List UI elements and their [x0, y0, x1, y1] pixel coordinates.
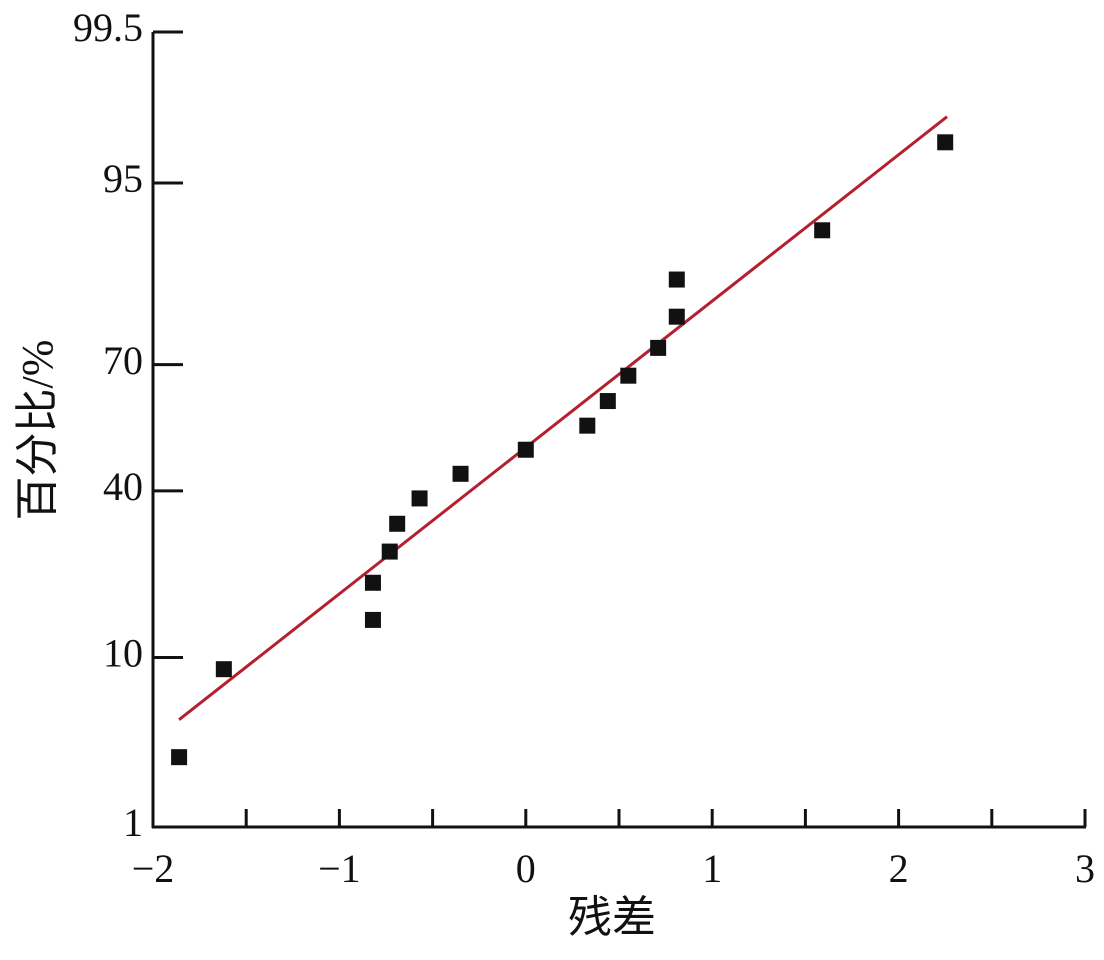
y-tick-label: 10 [103, 631, 143, 676]
x-tick-label: −1 [318, 846, 361, 891]
data-point [814, 222, 831, 239]
data-point [668, 308, 685, 325]
y-tick-label: 95 [103, 156, 143, 201]
data-point [389, 515, 406, 532]
data-point [650, 339, 667, 356]
x-axis-label: 残差 [568, 893, 656, 942]
x-tick-label: 1 [702, 846, 722, 891]
x-tick-label: 3 [1075, 846, 1095, 891]
x-tick-label: 2 [889, 846, 909, 891]
x-tick-label: 0 [516, 846, 536, 891]
fit-line [178, 115, 948, 721]
y-tick-label: 1 [123, 800, 143, 845]
y-axis-label: 百分比/% [13, 340, 62, 521]
data-point [517, 441, 534, 458]
y-tick-label: 70 [103, 338, 143, 383]
data-point [579, 417, 596, 434]
data-point [171, 749, 188, 766]
data-point [364, 574, 381, 591]
data-point [599, 393, 616, 410]
y-tick-label: 40 [103, 464, 143, 509]
data-point [411, 490, 428, 507]
data-point [937, 134, 954, 151]
data-point [364, 611, 381, 628]
data-point [215, 661, 232, 678]
data-point [620, 367, 637, 384]
x-tick-label: −2 [132, 846, 175, 891]
data-point [452, 465, 469, 482]
y-tick-label: 99.5 [73, 5, 143, 50]
data-point [381, 543, 398, 560]
data-point [668, 271, 685, 288]
